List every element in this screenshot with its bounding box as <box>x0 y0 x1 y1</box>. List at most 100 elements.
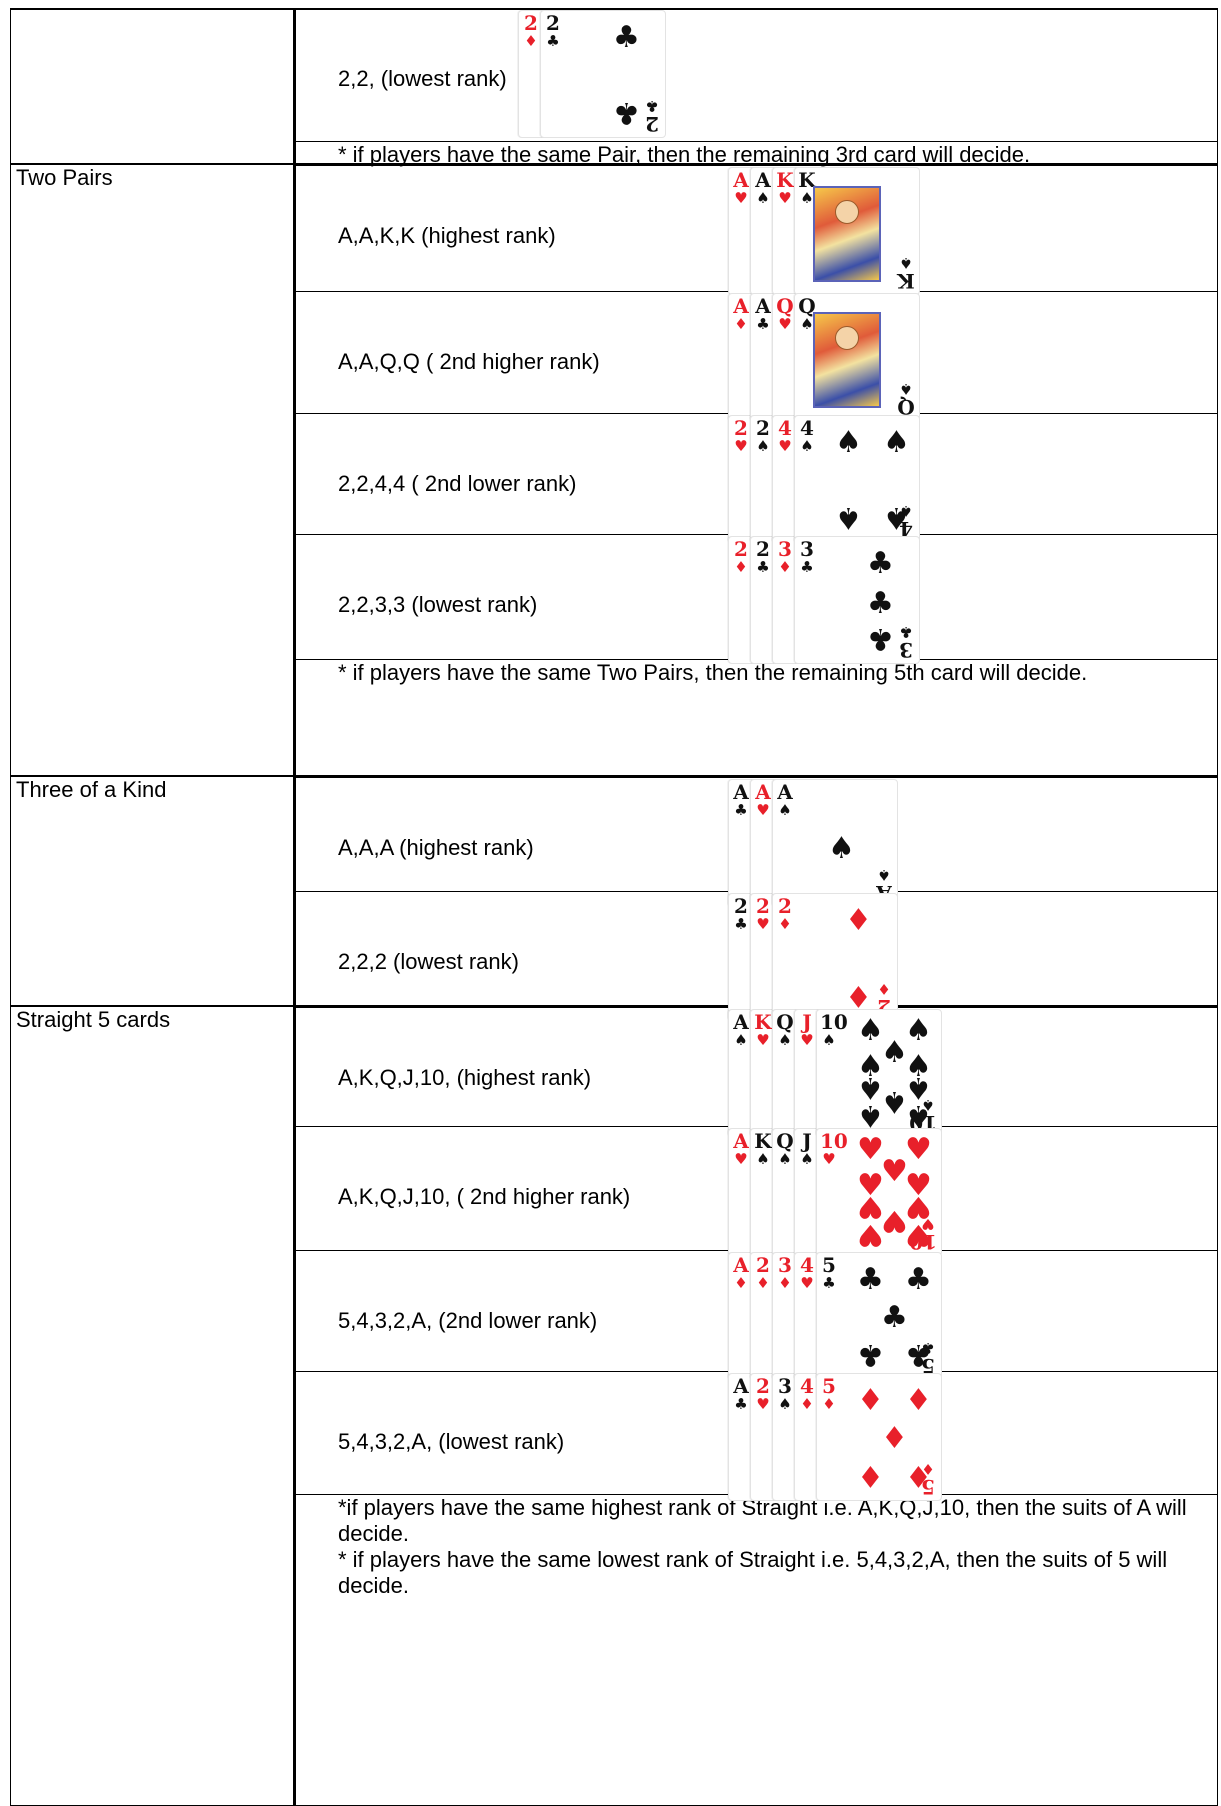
card-index: 2 ♣ <box>732 896 750 932</box>
diamond-icon: ♦ <box>845 903 872 938</box>
spade-icon: ♠ <box>835 425 862 460</box>
club-icon: ♣ <box>867 586 894 621</box>
spade-icon: ♠ <box>857 1098 884 1133</box>
rule-note: * if players have the same Pair, then th… <box>338 142 1031 167</box>
playing-card-k-spade: K ♠ K ♠ <box>794 167 920 295</box>
court-card-portrait <box>813 312 881 408</box>
category-label: Straight 5 cards <box>16 1007 171 1032</box>
card-index: 4 ♦ <box>798 1376 816 1412</box>
diamond-icon: ♦ <box>921 1460 935 1478</box>
card-index: 2 ♥ <box>754 896 772 932</box>
spade-icon: ♠ <box>881 1084 908 1119</box>
card-index: A ♥ <box>754 782 772 818</box>
card-rank: 3 <box>778 1374 792 1398</box>
card-index-bottom: K ♠ <box>897 254 915 293</box>
club-icon: ♣ <box>613 20 640 55</box>
card-rank: A <box>733 1374 749 1398</box>
playing-card-q-spade: Q ♠ Q ♠ <box>794 293 920 421</box>
spade-icon: ♠ <box>800 437 814 455</box>
playing-card-10-spade: 10 ♠ ♠ ♠ ♠ ♠ ♠ ♠ ♠ ♠ ♠ ♠ 10 ♠ <box>816 1009 942 1137</box>
card-rank: A <box>733 294 749 318</box>
spade-icon: ♠ <box>778 1031 792 1049</box>
card-rank: 3 <box>778 537 792 561</box>
spade-icon: ♠ <box>905 1013 932 1048</box>
spade-icon: ♠ <box>756 1150 770 1168</box>
cell-border <box>293 777 1218 778</box>
club-icon: ♣ <box>857 1337 884 1372</box>
diamond-icon: ♦ <box>877 980 891 998</box>
hand-description: 2,2,4,4 ( 2nd lower rank) <box>338 471 577 496</box>
diamond-icon: ♦ <box>822 1395 836 1413</box>
card-index: 10 ♥ <box>820 1131 848 1168</box>
card-index-bottom: 10 ♥ <box>909 1215 937 1254</box>
spade-icon: ♠ <box>828 831 855 866</box>
card-rank: Q <box>798 294 816 318</box>
card-rank: 5 <box>921 1475 935 1499</box>
heart-icon: ♥ <box>905 1132 932 1167</box>
heart-icon: ♥ <box>822 1150 836 1168</box>
heart-icon: ♥ <box>778 315 792 333</box>
diamond-icon: ♦ <box>905 1383 932 1418</box>
cell-border <box>10 775 1218 777</box>
card-index: 2 ♥ <box>732 418 750 454</box>
spade-icon: ♠ <box>778 1150 792 1168</box>
card-rank: K <box>754 1010 772 1034</box>
cell-border <box>10 8 1218 10</box>
card-index-bottom: 2 ♣ <box>643 97 661 136</box>
spade-icon: ♠ <box>778 1395 792 1413</box>
diamond-icon: ♦ <box>734 558 748 576</box>
card-index: A ♠ <box>732 1012 750 1048</box>
card-index: 4 ♥ <box>798 1255 816 1291</box>
playing-card-3-club: 3 ♣ ♣ ♣ ♣ 3 ♣ <box>794 536 920 664</box>
card-index: A ♠ <box>754 170 772 206</box>
club-icon: ♣ <box>756 315 770 333</box>
court-card-portrait <box>813 186 881 282</box>
heart-icon: ♥ <box>857 1132 884 1167</box>
heart-icon: ♥ <box>756 1031 770 1049</box>
diamond-icon: ♦ <box>778 558 792 576</box>
card-rank: 2 <box>734 537 748 561</box>
card-rank: 2 <box>756 894 770 918</box>
hand-description: A,K,Q,J,10, ( 2nd higher rank) <box>338 1184 631 1209</box>
card-rank: 4 <box>800 1374 814 1398</box>
card-index: 3 ♦ <box>776 539 794 575</box>
card-rank: A <box>755 294 771 318</box>
card-rank: K <box>798 168 816 192</box>
playing-card-5-club: 5 ♣ ♣ ♣ ♣ ♣ ♣ 5 ♣ <box>816 1252 942 1380</box>
hand-description: 2,2,3,3 (lowest rank) <box>338 592 538 617</box>
club-icon: ♣ <box>734 801 748 819</box>
card-index: J ♠ <box>798 1131 816 1167</box>
playing-card-5-diamond: 5 ♦ ♦ ♦ ♦ ♦ ♦ 5 ♦ <box>816 1373 942 1501</box>
club-icon: ♣ <box>800 558 814 576</box>
spade-icon: ♠ <box>857 1013 884 1048</box>
card-rank: 2 <box>756 1253 770 1277</box>
spade-icon: ♠ <box>921 1096 935 1114</box>
heart-icon: ♥ <box>734 189 748 207</box>
card-rank: A <box>733 1253 749 1277</box>
card-index: 10 ♠ <box>820 1012 848 1048</box>
spade-icon: ♠ <box>835 500 862 535</box>
card-index-bottom: 3 ♣ <box>897 623 915 662</box>
card-index: 5 ♣ <box>820 1255 838 1291</box>
playing-card-4-spade: 4 ♠ ♠ ♠ ♠ ♠ 4 ♠ <box>794 415 920 543</box>
card-rank: A <box>733 1010 749 1034</box>
card-rank: 4 <box>800 1253 814 1277</box>
card-index: Q ♠ <box>776 1131 794 1167</box>
category-label: Two Pairs <box>16 165 113 190</box>
card-index: 3 ♣ <box>798 539 816 575</box>
diamond-icon: ♦ <box>734 315 748 333</box>
card-rank: 2 <box>756 537 770 561</box>
cell-border <box>10 1005 1218 1007</box>
card-rank: Q <box>776 294 794 318</box>
spade-icon: ♠ <box>899 380 913 398</box>
card-index: K ♥ <box>776 170 794 206</box>
card-index: A ♣ <box>732 1376 750 1412</box>
spade-icon: ♠ <box>800 315 814 333</box>
spade-icon: ♠ <box>756 189 770 207</box>
card-index: 2 ♣ <box>754 539 772 575</box>
card-rank: K <box>776 168 794 192</box>
club-icon: ♣ <box>867 546 894 581</box>
spade-icon: ♠ <box>800 1150 814 1168</box>
hand-description: A,A,A (highest rank) <box>338 835 534 860</box>
card-index: Q ♠ <box>798 296 816 332</box>
